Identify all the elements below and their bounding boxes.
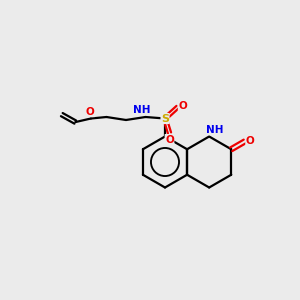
Text: NH: NH — [133, 104, 151, 115]
Text: S: S — [161, 113, 169, 124]
Text: O: O — [86, 106, 95, 117]
Text: O: O — [246, 136, 254, 146]
Text: O: O — [165, 134, 174, 145]
Text: O: O — [178, 100, 187, 111]
Text: NH: NH — [206, 125, 223, 135]
